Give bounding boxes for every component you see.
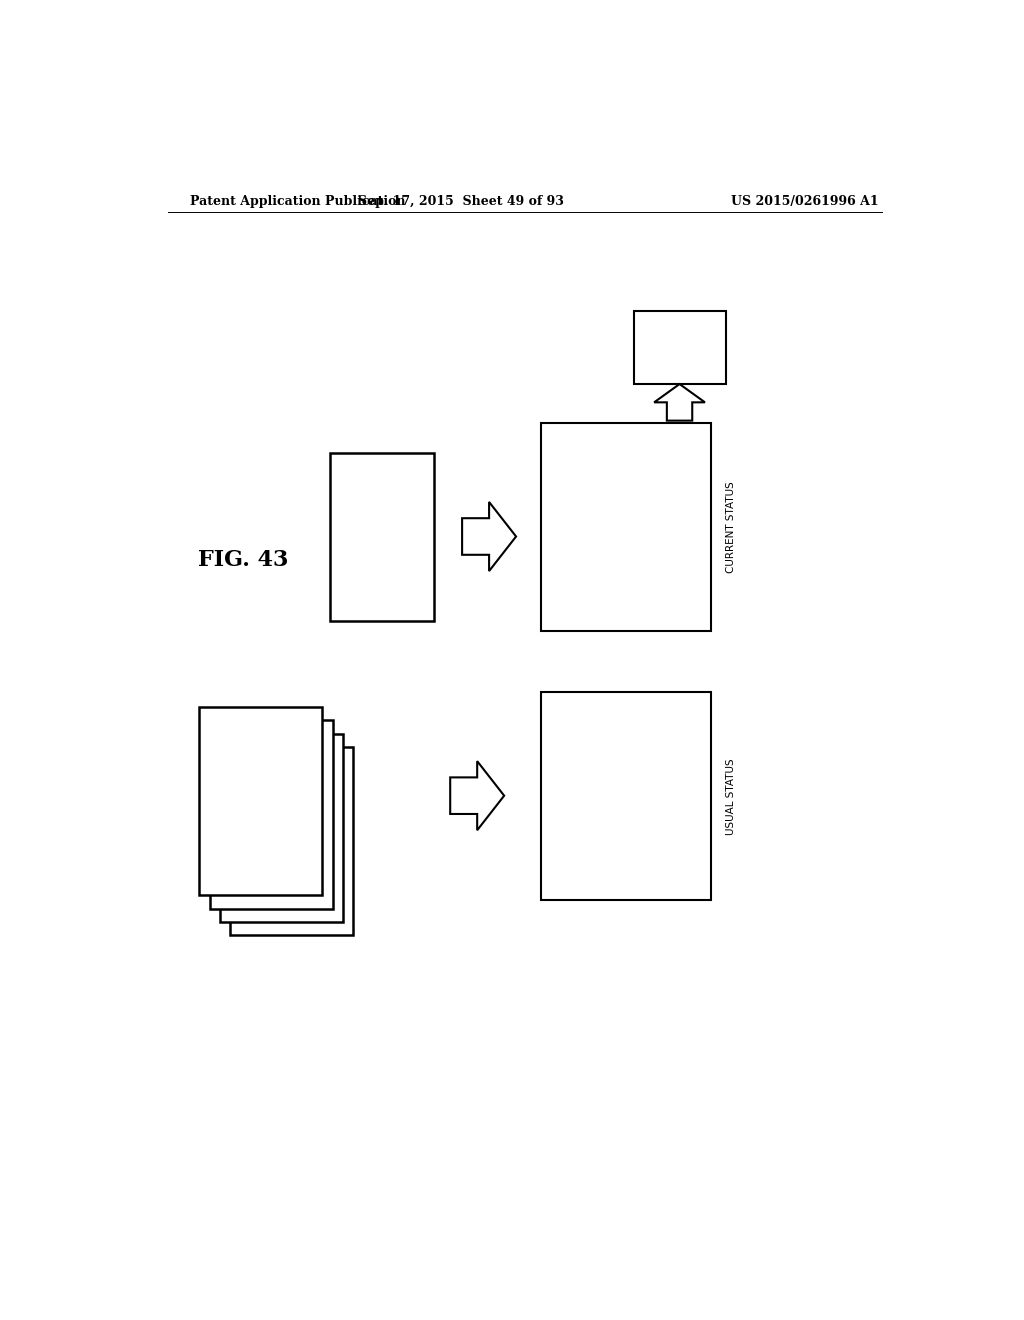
Text: FACE COLOR: COLOR**,
SATURATION**, BRIGHTNESS**

BRIGHTNESS: **
BRIGHTNESS: 5: FACE COLOR: COLOR**, SATURATION**, BRIGH…	[595, 458, 656, 595]
Bar	[210, 721, 333, 908]
Text: USUAL STATUS: USUAL STATUS	[726, 758, 736, 834]
Bar	[220, 734, 343, 921]
Bar	[634, 312, 726, 384]
Text: US 2015/0261996 A1: US 2015/0261996 A1	[731, 194, 879, 207]
Text: Sep. 17, 2015  Sheet 49 of 93: Sep. 17, 2015 Sheet 49 of 93	[358, 194, 564, 207]
Bar	[541, 422, 712, 631]
Polygon shape	[462, 502, 516, 572]
Bar	[541, 692, 712, 900]
Polygon shape	[654, 384, 705, 421]
Text: FACE COLOR: COLOR**,
SATURATION**, BRIGHTNESS**

BRIGHTNESS: **
BRIGHTNESS: 5: FACE COLOR: COLOR**, SATURATION**, BRIGH…	[595, 727, 656, 865]
Text: CURRENT STATUS: CURRENT STATUS	[726, 480, 736, 573]
Bar	[331, 453, 433, 620]
Bar	[230, 747, 353, 935]
Bar	[200, 708, 323, 895]
Polygon shape	[451, 762, 504, 830]
Text: FIG. 43: FIG. 43	[198, 549, 289, 570]
Text: COMPARISON
RESULT: COMPARISON RESULT	[642, 337, 718, 358]
Text: Patent Application Publication: Patent Application Publication	[189, 194, 406, 207]
